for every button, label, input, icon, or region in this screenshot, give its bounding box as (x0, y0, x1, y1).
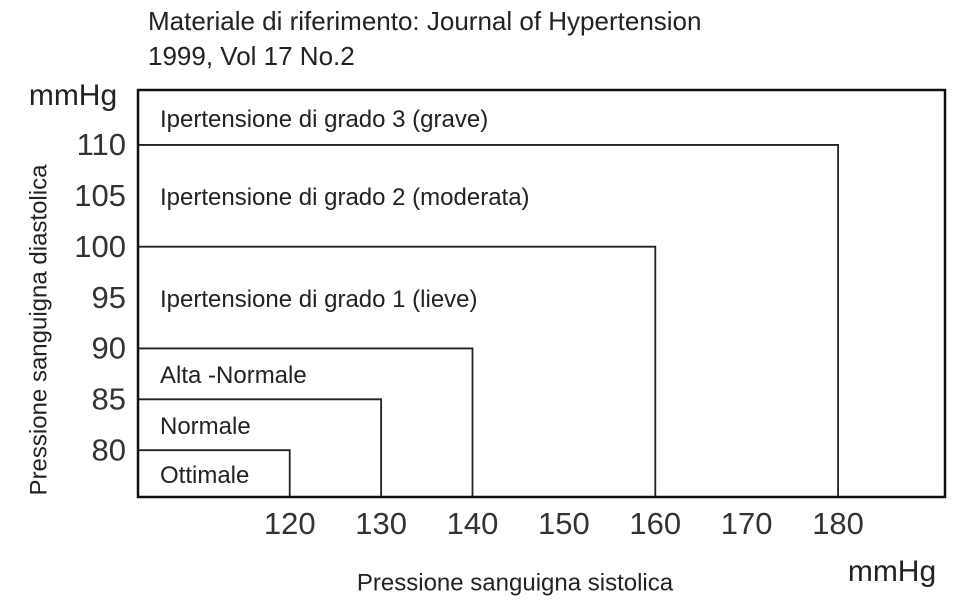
region-boundary (138, 245, 657, 497)
region-label: Ottimale (160, 462, 249, 489)
x-tick-label: 180 (812, 506, 864, 541)
chart-title: 1999, Vol 17 No.2 (148, 41, 355, 71)
y-tick-label: 85 (92, 382, 126, 417)
y-tick-label: 80 (92, 432, 126, 467)
x-tick-label: 160 (629, 506, 681, 541)
x-tick-label: 150 (538, 506, 590, 541)
y-tick-label: 90 (92, 331, 126, 366)
region-boundary (138, 398, 383, 497)
y-axis-label: Pressione sanguigna diastolica (25, 164, 52, 496)
region-label: Ipertensione di grado 2 (moderata) (160, 184, 530, 211)
y-tick-label: 110 (77, 127, 126, 162)
x-unit: mmHg (848, 555, 936, 588)
x-tick-label: 120 (264, 506, 316, 541)
y-tick-label: 95 (92, 280, 126, 315)
y-tick-label: 105 (74, 178, 126, 213)
region-label: Normale (160, 413, 251, 440)
x-tick-label: 140 (447, 506, 499, 541)
x-tick-label: 130 (355, 506, 407, 541)
x-axis-label: Pressione sanguigna sistolica (357, 569, 674, 596)
y-unit: mmHg (29, 79, 117, 112)
region-boundary (138, 449, 291, 497)
region-label: Alta -Normale (160, 362, 307, 389)
region-label: Ipertensione di grado 3 (grave) (160, 106, 488, 133)
chart-title: Materiale di riferimento: Journal of Hyp… (148, 6, 701, 36)
x-tick-label: 170 (721, 506, 773, 541)
y-tick-label: 100 (74, 229, 126, 264)
region-label: Ipertensione di grado 1 (lieve) (160, 286, 478, 313)
plot-frame (136, 88, 947, 499)
region-boundary (138, 347, 474, 497)
region-boundary (138, 144, 839, 497)
